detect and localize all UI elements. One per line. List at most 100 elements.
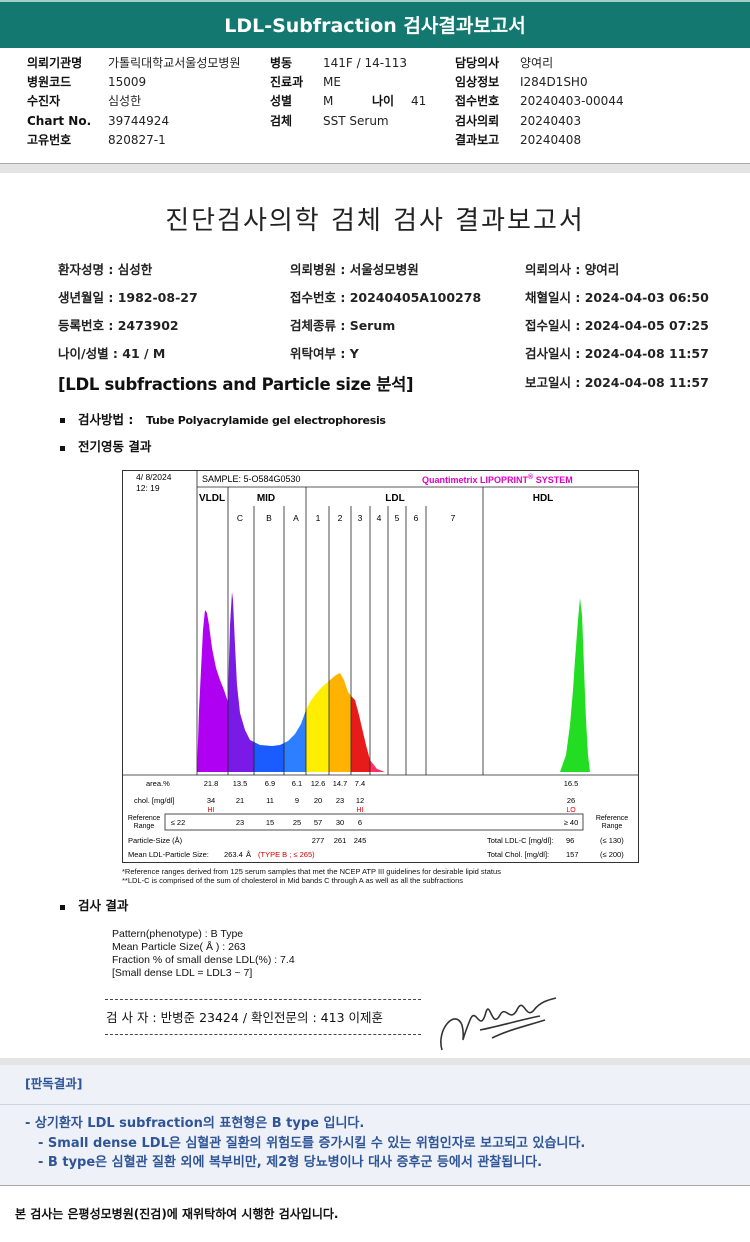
area-value: 21.8 xyxy=(204,779,219,788)
interpretation-line: - Small dense LDL은 심혈관 질환의 위험도를 증가시킬 수 있… xyxy=(38,1136,586,1151)
interpretation-rule xyxy=(0,1104,750,1105)
info-value: 양여리 xyxy=(520,56,554,70)
particle-value: 261 xyxy=(334,836,347,845)
mean-unit: Å xyxy=(246,850,251,859)
subband-label: B xyxy=(266,513,272,523)
chol-value: 23 xyxy=(336,796,344,805)
info-value: I284D1SH0 xyxy=(520,75,588,89)
report-title: 진단검사의학 검체 검사 결과보고서 xyxy=(165,206,585,236)
chol-flag: LO xyxy=(566,807,576,814)
info-value: 820827-1 xyxy=(108,133,166,147)
chol-value: 12 xyxy=(356,796,364,805)
mean-size: 263.4 xyxy=(224,850,243,859)
type-note: (TYPE B ; ≤ 265) xyxy=(258,850,315,859)
info-label: 진료과 xyxy=(270,75,304,89)
electrophoresis-heading: 전기영동 결과 xyxy=(78,439,152,454)
section-heading: [LDL subfractions and Particle size 분석] xyxy=(58,375,414,394)
sample-id: SAMPLE: 5-O584G0530 xyxy=(202,474,301,484)
info-label: 나이 xyxy=(372,94,395,108)
info-label: 병동 xyxy=(270,56,293,70)
patient-field: 생년월일 : 1982-08-27 xyxy=(58,290,198,305)
info-label: 검사의뢰 xyxy=(455,114,500,128)
info-value: ME xyxy=(323,75,341,89)
reference-value: ≤ 22 xyxy=(171,818,186,827)
info-label: 병원코드 xyxy=(27,75,72,89)
info-value: 20240403 xyxy=(520,114,582,128)
reference-label: Range xyxy=(602,823,623,830)
reference-value: 15 xyxy=(266,818,274,827)
bullet xyxy=(60,905,65,910)
patient-field: 나이/성별 : 41 / M xyxy=(58,346,166,361)
info-label: 수진자 xyxy=(27,94,61,108)
band-label: HDL xyxy=(533,493,554,504)
area-value: 13.5 xyxy=(233,779,248,788)
dashed-rule xyxy=(105,999,421,1000)
subband-label: 4 xyxy=(377,513,382,523)
subband-label: 3 xyxy=(358,513,363,523)
interpretation-line: - 상기환자 LDL subfraction의 표현형은 B type 입니다. xyxy=(25,1116,365,1131)
subband-label: C xyxy=(237,513,243,523)
chol-value: 11 xyxy=(266,796,274,805)
row-label: chol. [mg/dl] xyxy=(134,796,174,805)
chol-value: 21 xyxy=(236,796,244,805)
row-label: Particle-Size (Å) xyxy=(128,836,183,845)
reference-value: 23 xyxy=(236,818,244,827)
info-label: 검체 xyxy=(270,114,293,128)
subband-label: A xyxy=(293,513,299,523)
info-label: 고유번호 xyxy=(27,133,72,147)
lipoprint-chart: 4/ 8/2024 12: 19 SAMPLE: 5-O584G0530 Qua… xyxy=(122,470,639,863)
patient-field: 등록번호 : 2473902 xyxy=(58,318,179,333)
area-value: 14.7 xyxy=(333,779,348,788)
result-heading: 검사 결과 xyxy=(78,898,129,913)
chol-flag: HI xyxy=(208,807,215,814)
patient-field: 채혈일시 : 2024-04-03 06:50 xyxy=(525,290,709,305)
info-label: 임상정보 xyxy=(455,75,500,89)
info-value: 가톨릭대학교서울성모병원 xyxy=(108,56,241,70)
subband-label: 6 xyxy=(414,513,419,523)
signature-scribble xyxy=(440,997,557,1051)
reference-label: Reference xyxy=(596,815,628,822)
subband-label: 5 xyxy=(395,513,400,523)
info-label: 의뢰기관명 xyxy=(27,56,83,70)
reference-value: 57 xyxy=(314,818,322,827)
total-value: 96 xyxy=(566,836,574,845)
total-label: Total LDL-C [mg/dl]: xyxy=(487,836,553,845)
band-label: MID xyxy=(257,493,275,504)
band-label: LDL xyxy=(385,493,404,504)
signature-line: 검 사 자 : 반병준 23424 / 확인전문의 : 413 이제훈 xyxy=(106,1010,383,1025)
patient-field: 의뢰병원 : 서울성모병원 xyxy=(290,262,419,277)
patient-field: 위탁여부 : Y xyxy=(290,346,359,361)
total-label: Total Chol. [mg/dl]: xyxy=(487,850,549,859)
divider xyxy=(0,1058,750,1065)
area-value: 6.1 xyxy=(292,779,302,788)
chol-value: 26 xyxy=(567,796,575,805)
dashed-rule xyxy=(105,1034,421,1035)
chart-time: 12: 19 xyxy=(136,483,160,493)
result-line: [Small dense LDL = LDL3 ~ 7] xyxy=(112,967,253,979)
info-value: 15009 xyxy=(108,75,147,89)
scribble-path xyxy=(440,997,557,1051)
patient-field: 접수번호 : 20240405A100278 xyxy=(290,290,482,305)
area-value: 6.9 xyxy=(265,779,275,788)
interpretation-line: - B type은 심혈관 질환 외에 복부비만, 제2형 당뇨병이나 대사 증… xyxy=(38,1155,543,1170)
chart-frame xyxy=(122,470,639,863)
particle-value: 277 xyxy=(312,836,325,845)
result-line: Fraction % of small dense LDL(%) : 7.4 xyxy=(112,954,295,966)
footer-rule xyxy=(0,1185,750,1186)
footnote: *Reference ranges derived from 125 serum… xyxy=(122,867,501,876)
info-value: 41 xyxy=(411,94,427,108)
info-label: 담당의사 xyxy=(455,56,500,70)
patient-field: 의뢰의사 : 양여리 xyxy=(525,262,620,277)
area-value: 7.4 xyxy=(355,779,365,788)
info-label: 접수번호 xyxy=(455,94,500,108)
reference-value: ≥ 40 xyxy=(564,818,579,827)
info-value: SST Serum xyxy=(323,114,389,128)
area-value: 16.5 xyxy=(564,779,579,788)
chol-value: 34 xyxy=(207,796,215,805)
particle-value: 245 xyxy=(354,836,367,845)
bullet xyxy=(60,418,65,423)
patient-field: 검사일시 : 2024-04-08 11:57 xyxy=(525,346,709,361)
info-value: M xyxy=(323,94,334,108)
reference-box xyxy=(164,813,584,831)
